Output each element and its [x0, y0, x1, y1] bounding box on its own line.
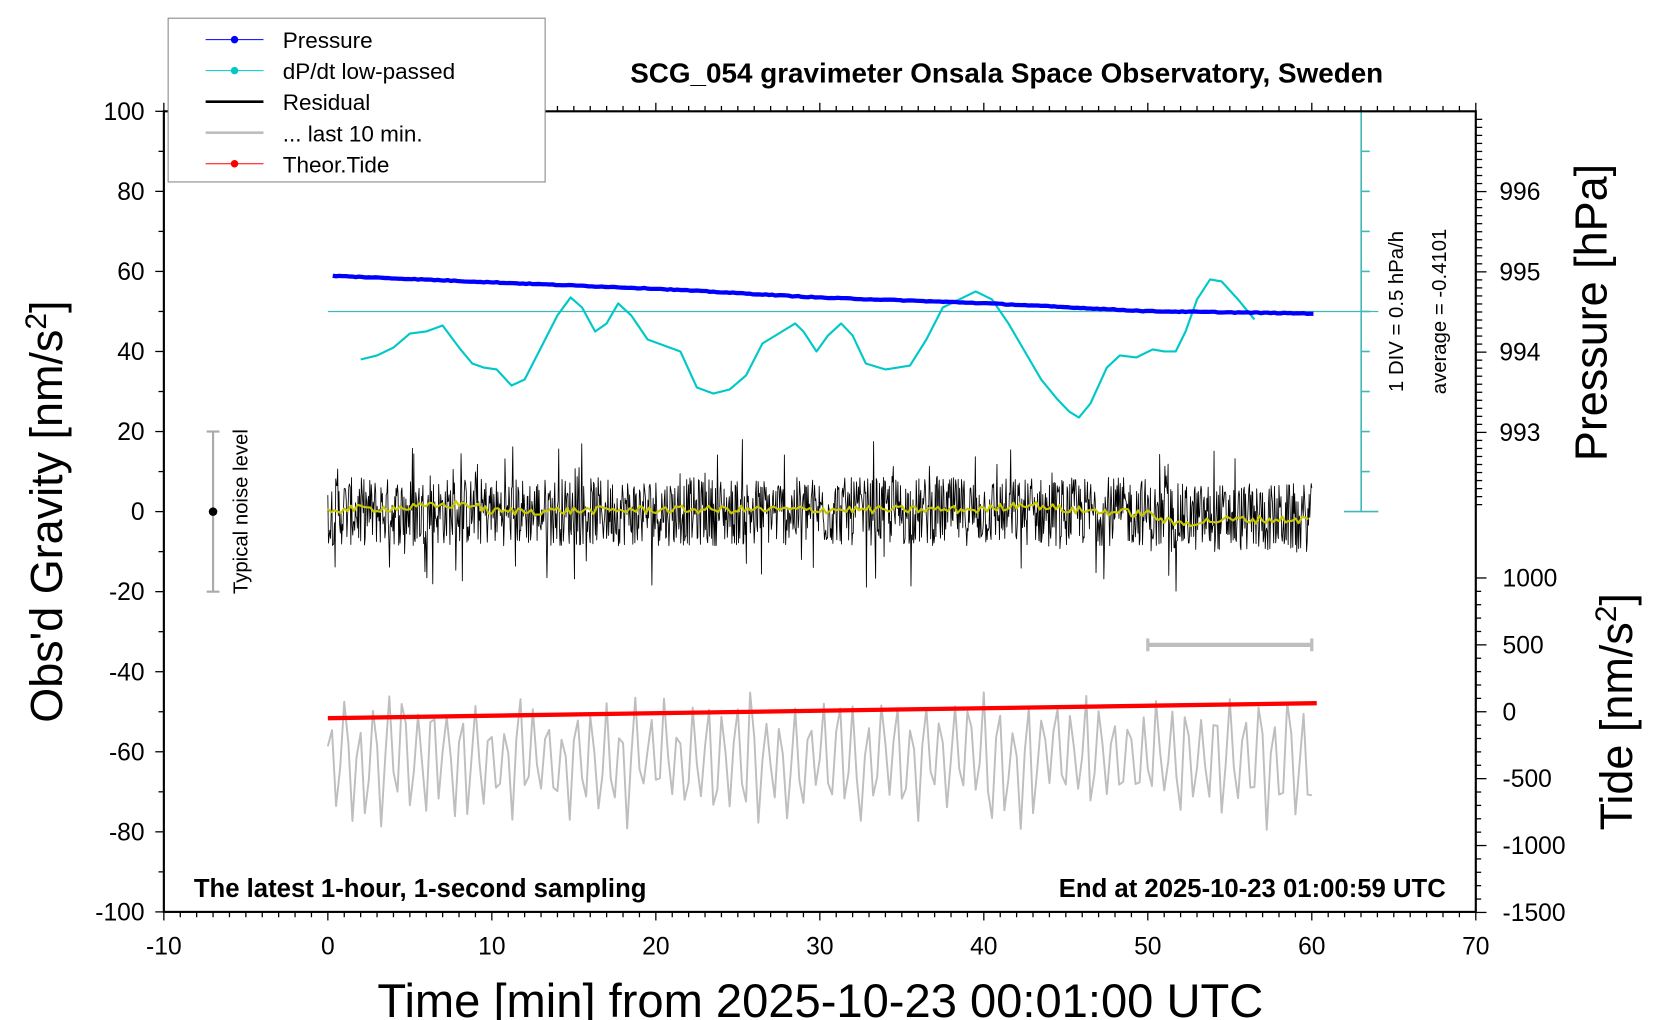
- x-tick-label: 30: [806, 934, 833, 961]
- pressure-tick-label: 993: [1499, 420, 1540, 447]
- legend-label: ... last 10 min.: [283, 121, 423, 146]
- residual-line: [327, 439, 1313, 592]
- y-axis-label-pressure: Pressure [hPa]: [1565, 164, 1616, 461]
- legend-item: Residual: [205, 90, 370, 115]
- tide-tick-label: -1500: [1503, 900, 1566, 927]
- legend-label: Pressure: [283, 28, 373, 53]
- pressure-tick-label: 996: [1499, 179, 1540, 206]
- x-tick-label: 40: [970, 934, 997, 961]
- legend-item: Pressure: [205, 28, 373, 53]
- y-tick-label-left: -20: [109, 579, 145, 606]
- axes: -10 0 10 20 30 40 50 60 70100806040200-20-40-60-…: [95, 99, 1565, 961]
- legend-label: dP/dt low-passed: [283, 59, 455, 84]
- y-tick-label-left: 40: [117, 339, 144, 366]
- legend-item: dP/dt low-passed: [205, 59, 455, 84]
- annotation-right-bottom: End at 2025-10-23 01:00:59 UTC: [1059, 875, 1446, 903]
- x-tick-label: -10: [146, 934, 182, 961]
- last-10-min-line: [326, 691, 1312, 831]
- x-axis-label: Time [min] from 2025-10-23 00:01:00 UTC: [377, 974, 1263, 1020]
- x-tick-label: 50: [1134, 934, 1161, 961]
- theoretical-tide-line: [327, 701, 1317, 721]
- tide-tick-label: -1000: [1503, 833, 1566, 860]
- legend-label: Residual: [283, 90, 370, 115]
- y-tick-label-left: 100: [104, 99, 145, 126]
- y-axis-label-left: Obs'd Gravity [nm/s2]: [20, 300, 73, 722]
- legend-label: Theor.Tide: [283, 152, 390, 177]
- residual-smoothed-line: [327, 499, 1309, 528]
- y-tick-label-left: -60: [109, 739, 145, 766]
- plot-frame: [162, 110, 1477, 913]
- tide-tick-label: 500: [1503, 632, 1544, 659]
- y-tick-label-left: 20: [117, 419, 144, 446]
- x-tick-label: 20: [642, 934, 669, 961]
- noise-level-dot: [208, 507, 218, 516]
- y-tick-label-left: 0: [131, 499, 145, 526]
- x-tick-label: 70: [1462, 934, 1489, 961]
- y-tick-label-left: -40: [109, 659, 145, 686]
- pressure-line: [332, 273, 1314, 316]
- div-note: 1 DIV = 0.5 hPa/h: [1386, 231, 1408, 392]
- pressure-tick-label: 995: [1499, 259, 1540, 286]
- series: [206, 110, 1379, 831]
- chart-title: SCG_054 gravimeter Onsala Space Observat…: [630, 57, 1383, 88]
- tide-tick-label: -500: [1503, 766, 1552, 793]
- x-tick-label: 60: [1298, 934, 1325, 961]
- x-tick-label: 10: [478, 934, 505, 961]
- y-tick-label-left: -100: [95, 899, 144, 926]
- legend-marker-icon: [230, 160, 239, 168]
- y-tick-label-left: 60: [117, 259, 144, 286]
- legend-marker-icon: [230, 35, 239, 44]
- y-tick-label-left: 80: [117, 179, 144, 206]
- y-axis-label-tide: Tide [nm/s2]: [1590, 593, 1643, 830]
- legend: Pressure dP/dt low-passed Residual ... last…: [167, 17, 546, 183]
- dpdt-line: [360, 278, 1256, 419]
- x-tick-label: 0: [321, 934, 335, 961]
- annotation-left-bottom: The latest 1-hour, 1-second sampling: [194, 875, 647, 903]
- average-note: average = -0.4101: [1429, 229, 1451, 395]
- noise-level-label: Typical noise level: [230, 429, 252, 594]
- legend-item: Theor.Tide: [205, 152, 390, 177]
- legend-item: ... last 10 min.: [205, 121, 423, 146]
- legend-marker-icon: [230, 66, 239, 75]
- legend-box: [167, 17, 546, 183]
- tide-tick-label: 0: [1503, 699, 1517, 726]
- tide-tick-label: 1000: [1503, 566, 1558, 593]
- y-tick-label-left: -80: [109, 819, 145, 846]
- pressure-tick-label: 994: [1499, 340, 1540, 367]
